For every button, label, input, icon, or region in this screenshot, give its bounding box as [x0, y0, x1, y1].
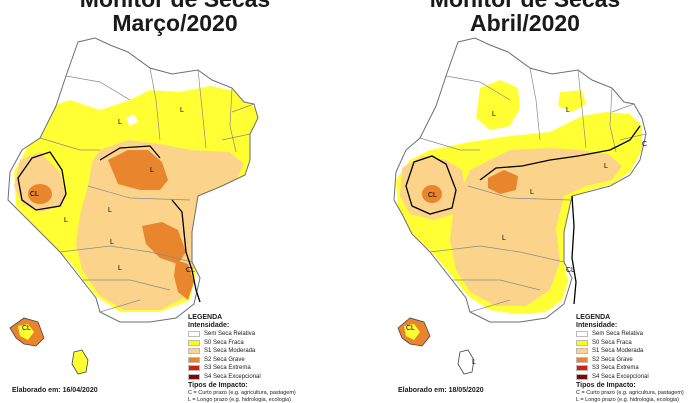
impact-label: CL	[22, 325, 31, 332]
legend-item: S1 Seca Moderada	[576, 347, 684, 356]
impact-label: C	[642, 141, 647, 148]
impact-label: CL	[406, 325, 415, 332]
legend-item: S4 Seca Excepcional	[576, 373, 684, 382]
elaborated-date: Elaborado em: 16/04/2020	[12, 387, 98, 394]
impact-label: L	[150, 167, 154, 174]
impact-label: CL	[566, 267, 575, 274]
legend-impact-heading: Tipos de Impacto:	[576, 382, 684, 390]
drought-map-march: L L L L L L L CL CL CL	[0, 0, 350, 400]
map-legend: LEGENDA Intensidade: Sem Seca Relativa S…	[188, 314, 296, 403]
legend-title: LEGENDA	[576, 314, 684, 322]
map-legend: LEGENDA Intensidade: Sem Seca Relativa S…	[576, 314, 684, 403]
legend-item: S4 Seca Excepcional	[188, 373, 296, 382]
impact-label: L	[110, 239, 114, 246]
legend-item: S2 Seca Grave	[576, 356, 684, 365]
region-south	[72, 350, 88, 374]
legend-swatch	[188, 365, 200, 371]
impact-label: L	[64, 217, 68, 224]
legend-swatch	[576, 340, 588, 346]
legend-swatch	[576, 365, 588, 371]
legend-item: S0 Seca Fraca	[188, 339, 296, 348]
impact-label: L	[566, 107, 570, 114]
impact-label: L	[604, 163, 608, 170]
legend-item: S2 Seca Grave	[188, 356, 296, 365]
legend-swatch	[188, 348, 200, 354]
legend-impact-heading: Tipos de Impacto:	[188, 382, 296, 390]
legend-item: S0 Seca Fraca	[576, 339, 684, 348]
drought-map-panel-april: Monitor de Secas Abril/2020	[350, 0, 700, 400]
legend-impact-short: C = Curto prazo (e.g. agricultura, pasta…	[188, 390, 296, 397]
legend-swatch	[188, 374, 200, 380]
legend-item: S3 Seca Extrema	[188, 364, 296, 373]
legend-intensity-heading: Intensidade:	[188, 322, 296, 330]
legend-item: S3 Seca Extrema	[576, 364, 684, 373]
impact-label: CL	[186, 267, 195, 274]
impact-label: CL	[30, 191, 39, 198]
legend-item: Sem Seca Relativa	[576, 330, 684, 339]
map-fill	[0, 0, 350, 400]
impact-label: L	[180, 107, 184, 114]
impact-label: L	[108, 207, 112, 214]
legend-impact-short: C = Curto prazo (e.g. agricultura, pasta…	[576, 390, 684, 397]
impact-label: L	[530, 189, 534, 196]
legend-intensity-heading: Intensidade:	[576, 322, 684, 330]
elaborated-date: Elaborado em: 18/05/2020	[398, 387, 484, 394]
legend-swatch	[576, 357, 588, 363]
impact-label: CL	[428, 192, 437, 199]
legend-item: Sem Seca Relativa	[188, 330, 296, 339]
legend-swatch	[188, 340, 200, 346]
impact-label: L	[472, 359, 476, 366]
legend-swatch	[188, 331, 200, 337]
drought-map-panel-march: Monitor de Secas Março/2020	[0, 0, 350, 400]
legend-swatch	[576, 331, 588, 337]
legend-swatch	[576, 374, 588, 380]
legend-swatch	[576, 348, 588, 354]
legend-swatch	[188, 357, 200, 363]
impact-label: L	[502, 235, 506, 242]
impact-label: L	[492, 111, 496, 118]
legend-item: S1 Seca Moderada	[188, 347, 296, 356]
impact-label: L	[118, 265, 122, 272]
impact-label: L	[118, 119, 122, 126]
legend-title: LEGENDA	[188, 314, 296, 322]
